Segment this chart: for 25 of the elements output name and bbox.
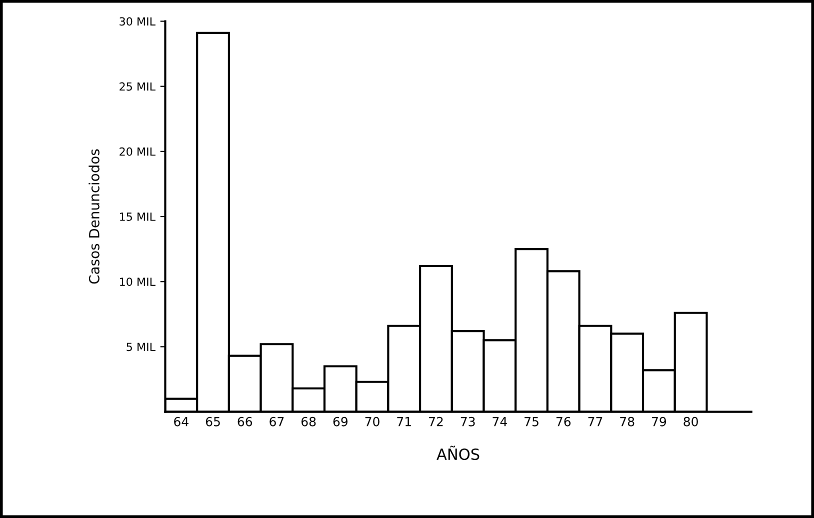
x-tick-label: 69	[333, 416, 348, 426]
y-tick-label: 30 MIL	[120, 17, 156, 26]
y-tick-label: 15 MIL	[120, 212, 156, 221]
x-tick-label: 68	[301, 416, 316, 426]
x-tick-label: 66	[238, 416, 252, 426]
y-tick-label: 25 MIL	[120, 82, 156, 91]
y-tick-label: 10 MIL	[120, 278, 156, 286]
x-tick-label: 74	[492, 417, 507, 426]
x-tick-label: 80	[684, 416, 698, 426]
x-tick-label: 78	[620, 416, 634, 426]
y-tick-label: 5 MIL	[126, 342, 156, 352]
y-axis-title: Casos Denunciodos	[88, 149, 100, 284]
x-tick-label: 75	[524, 417, 538, 426]
x-tick-label: 72	[429, 416, 443, 426]
x-tick-label: 77	[588, 417, 602, 426]
x-tick-label: 65	[206, 416, 220, 426]
x-axis-title: AÑOS	[436, 446, 480, 460]
x-tick-label: 64	[174, 416, 188, 426]
x-tick-label: 76	[556, 416, 571, 426]
y-tick-label: 20 MIL	[120, 147, 156, 156]
x-tick-label: 79	[652, 416, 666, 426]
x-tick-label: 70	[365, 416, 380, 426]
x-tick-label: 73	[460, 416, 475, 426]
x-tick-label: 71	[397, 417, 411, 426]
x-tick-label: 67	[270, 416, 284, 426]
